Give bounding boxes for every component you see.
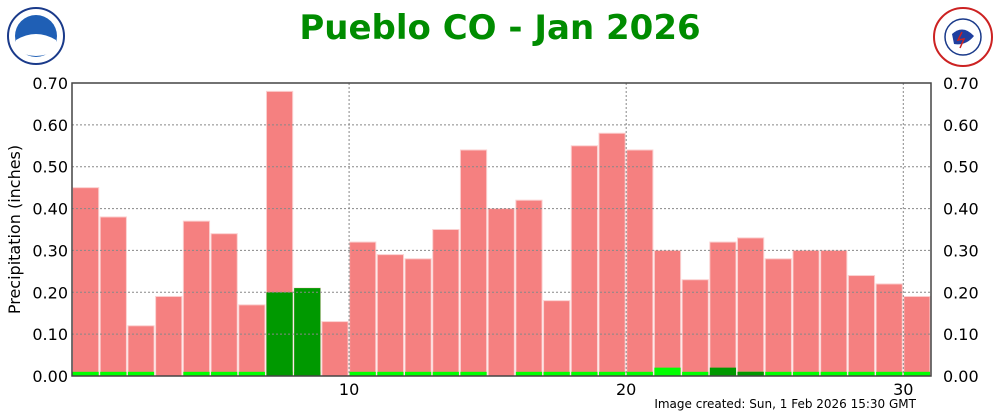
bar-series2-day-11 <box>349 371 376 376</box>
bar-series1-day-11 <box>349 241 377 377</box>
bar-series1-day-28 <box>820 249 848 377</box>
bar-series1-day-15 <box>459 149 488 377</box>
image-created-text: Image created: Sun, 1 Feb 2026 15:30 GMT <box>654 397 916 411</box>
y-tick-label-right: 0.60 <box>943 116 979 135</box>
y-tick-label-right: 0.30 <box>943 241 979 260</box>
bar-series2-day-23 <box>682 371 709 376</box>
bar-series1-day-12 <box>376 254 405 377</box>
bar-series2-day-30 <box>876 371 903 376</box>
bar-series1-day-2 <box>99 216 127 377</box>
nws-logo <box>933 7 993 67</box>
bar-series2-day-22 <box>654 367 681 376</box>
bar-series1-day-21 <box>626 149 654 377</box>
plot-border <box>71 82 932 377</box>
bar-series1-day-27 <box>792 249 820 377</box>
y-tick-label-left: 0.10 <box>32 325 68 344</box>
bar-series2-day-26 <box>765 371 792 376</box>
y-tick-label-left: 0.30 <box>32 241 68 260</box>
bar-series1-day-13 <box>404 258 432 377</box>
bar-series1-day-7 <box>238 304 266 377</box>
bar-series1-day-25 <box>737 237 765 377</box>
bar-series1-day-20 <box>598 132 626 377</box>
bar-series1-day-14 <box>432 229 460 377</box>
bar-series2-day-31 <box>903 371 930 376</box>
bar-series2-day-12 <box>377 371 404 376</box>
bar-series2-day-18 <box>543 371 570 376</box>
chart-title: Pueblo CO - Jan 2026 <box>299 8 701 48</box>
y-tick-label-left: 0.00 <box>32 367 68 386</box>
bar-series2-day-5 <box>183 371 210 376</box>
bar-series1-day-17 <box>515 199 543 377</box>
bar-series2-day-15 <box>460 371 487 376</box>
x-tick-label: 10 <box>339 380 359 399</box>
y-tick-label-right: 0.50 <box>943 158 979 177</box>
bar-series1-day-3 <box>127 325 155 377</box>
bar-series3-day-9 <box>294 288 321 376</box>
y-tick-label-right: 0.40 <box>943 200 979 219</box>
bar-series3-day-24 <box>709 367 737 376</box>
bar-series1-day-30 <box>875 283 903 377</box>
bar-series1-day-4 <box>155 295 183 377</box>
bar-series3-day-25 <box>737 371 764 376</box>
y-tick-label-right: 0.70 <box>943 74 979 93</box>
bar-series1-day-24 <box>709 241 737 377</box>
bar-series1-day-26 <box>764 258 792 377</box>
bar-series1-day-29 <box>847 275 876 377</box>
bar-series2-day-13 <box>405 371 432 376</box>
y-tick-label-left: 0.50 <box>32 158 68 177</box>
bar-series2-day-14 <box>432 371 459 376</box>
bar-series1-day-23 <box>681 279 709 377</box>
bar-series2-day-19 <box>571 371 598 376</box>
y-tick-label-left: 0.70 <box>32 74 68 93</box>
noaa-logo <box>7 7 65 65</box>
bar-series2-day-29 <box>848 371 875 376</box>
bar-series1-day-6 <box>210 233 238 377</box>
y-tick-label-left: 0.40 <box>32 200 68 219</box>
bar-series2-day-6 <box>211 371 238 376</box>
bar-series2-day-28 <box>820 371 847 376</box>
y-tick-label-right: 0.00 <box>943 367 979 386</box>
bar-series2-day-3 <box>127 371 155 376</box>
y-tick-label-right: 0.10 <box>943 325 979 344</box>
y-axis-label: Precipitation (inches) <box>5 145 24 314</box>
bar-series1-day-5 <box>182 220 211 377</box>
x-tick-label: 30 <box>893 380 913 399</box>
bar-series1-day-22 <box>653 249 682 377</box>
y-tick-label-left: 0.60 <box>32 116 68 135</box>
bar-series1-day-19 <box>570 145 598 377</box>
bar-series2-day-27 <box>792 371 820 376</box>
bar-series2-day-7 <box>238 371 265 376</box>
x-tick-label: 20 <box>616 380 636 399</box>
bar-series2-day-17 <box>515 371 543 376</box>
y-tick-label-left: 0.20 <box>32 283 68 302</box>
bar-series1-day-18 <box>543 300 571 377</box>
bar-series2-day-20 <box>598 371 626 376</box>
bar-series2-day-2 <box>100 371 127 376</box>
y-tick-label-right: 0.20 <box>943 283 979 302</box>
bar-series1-day-31 <box>903 295 931 377</box>
bar-series1-day-1 <box>72 187 100 377</box>
bar-series1-day-10 <box>321 321 349 377</box>
bar-series2-day-21 <box>626 371 653 376</box>
bar-series2-day-1 <box>72 371 99 376</box>
